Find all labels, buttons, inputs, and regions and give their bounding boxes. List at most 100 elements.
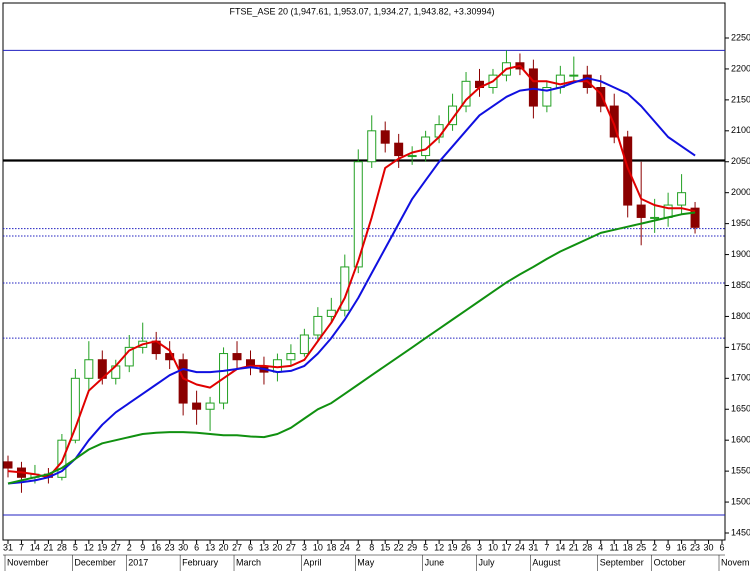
x-tick-label: 5 [423,542,428,552]
candle-body [636,204,646,218]
x-tick-label: 29 [407,542,417,552]
candle-body [448,105,458,126]
moving-average-line [7,77,696,485]
y-tick-label: 2050 [731,156,750,166]
candle-body [461,80,471,107]
x-tick-label: 3 [477,542,482,552]
month-label: September [600,557,644,567]
month-label: April [303,557,321,567]
chart-title: FTSE_ASE 20 (1,947.61, 1,953.07, 1,934.2… [230,6,495,16]
plot-frame [2,2,726,541]
x-tick-label: 23 [165,542,175,552]
y-tick-label: 2200 [731,63,750,73]
month-label: Novem [721,557,750,567]
candle-body [232,353,242,361]
month-label: December [74,557,116,567]
candle-body [407,155,417,158]
candle-body [299,334,309,355]
x-tick-label: 2 [127,542,132,552]
x-tick-label: 21 [569,542,579,552]
x-tick-label: 18 [623,542,633,552]
x-tick-label: 24 [515,542,525,552]
x-tick-label: 10 [488,542,498,552]
candle-body [313,315,323,336]
candle-body [394,142,404,157]
candle-body [528,68,538,107]
x-tick-label: 19 [97,542,107,552]
x-tick-label: 16 [151,542,161,552]
x-tick-label: 10 [313,542,323,552]
candle-body [569,74,579,77]
y-tick-label: 1750 [731,342,750,352]
candle-body [434,124,444,138]
x-tick-label: 25 [636,542,646,552]
x-tick-label: 12 [84,542,94,552]
x-tick-label: 28 [57,542,67,552]
x-tick-label: 7 [544,542,549,552]
moving-average-line [7,211,696,485]
candle-body [367,130,377,163]
y-tick-label: 2100 [731,125,750,135]
x-tick-label: 27 [286,542,296,552]
candle-body [84,359,94,379]
x-tick-label: 15 [380,542,390,552]
candle-body [623,136,633,206]
y-tick-label: 1650 [731,404,750,414]
x-tick-label: 13 [259,542,269,552]
y-tick-label: 1800 [731,311,750,321]
candle-body [380,130,390,144]
candle-body [677,192,687,206]
month-label: November [7,557,49,567]
y-tick-label: 2000 [731,187,750,197]
x-tick-label: 11 [610,542,619,552]
x-tick-label: 20 [272,542,282,552]
candle-body [596,87,606,107]
x-tick-label: 17 [501,542,511,552]
x-tick-label: 31 [528,542,538,552]
candle-body [124,346,134,367]
x-tick-label: 18 [326,542,336,552]
y-tick-label: 1850 [731,280,750,290]
x-tick-label: 14 [555,542,565,552]
x-tick-label: 19 [448,542,458,552]
x-tick-label: 7 [19,542,24,552]
x-tick-label: 16 [677,542,687,552]
x-tick-label: 9 [140,542,145,552]
candle-body [286,353,296,361]
candle-body [353,161,363,268]
candle-body [650,216,660,219]
y-tick-label: 1900 [731,249,750,259]
candle-body [609,105,619,138]
candle-body [3,461,13,469]
x-tick-label: 12 [434,542,444,552]
x-tick-label: 2 [356,542,361,552]
candle-body [178,359,188,404]
month-label: July [479,557,496,567]
month-label: February [182,557,219,567]
x-tick-label: 22 [394,542,404,552]
y-tick-label: 1550 [731,466,750,476]
y-tick-label: 1700 [731,373,750,383]
x-tick-label: 9 [666,542,671,552]
x-tick-label: 8 [369,542,374,552]
x-tick-label: 30 [704,542,714,552]
x-tick-label: 26 [461,542,471,552]
candle-body [57,439,67,478]
candle-body [192,402,202,410]
x-tick-label: 13 [205,542,215,552]
x-tick-label: 14 [30,542,40,552]
x-tick-label: 4 [598,542,603,552]
x-tick-label: 6 [719,542,724,552]
month-label: 2017 [128,557,148,567]
x-tick-label: 24 [340,542,350,552]
x-tick-label: 30 [178,542,188,552]
x-tick-label: 2 [652,542,657,552]
x-tick-label: 6 [194,542,199,552]
x-tick-label: 3 [302,542,307,552]
month-label: August [532,557,561,567]
x-tick-label: 31 [3,542,13,552]
y-tick-label: 1600 [731,435,750,445]
month-label: June [425,557,445,567]
candle-body [542,87,552,107]
